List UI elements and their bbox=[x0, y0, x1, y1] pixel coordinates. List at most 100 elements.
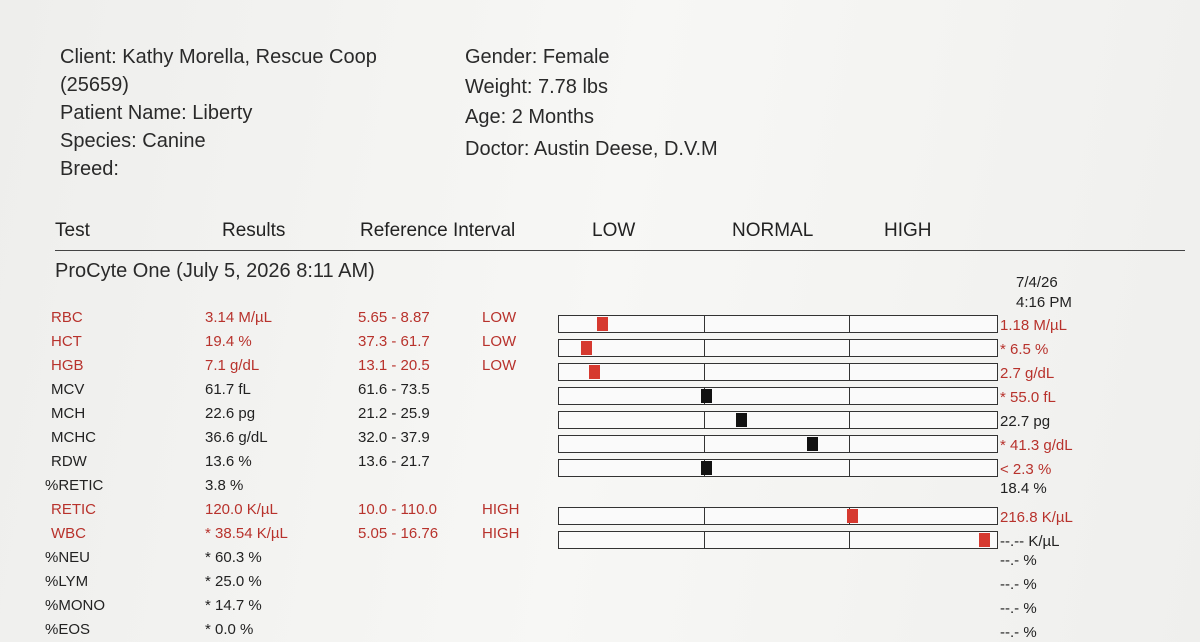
gauge-divider bbox=[704, 315, 705, 333]
flag: LOW bbox=[482, 333, 517, 350]
result: 36.6 g/dL bbox=[205, 429, 268, 446]
patient-info: Patient Name: Liberty bbox=[60, 102, 253, 124]
result-marker bbox=[581, 341, 592, 355]
previous-result: 1.18 M/µL bbox=[1000, 317, 1068, 334]
result: * 0.0 % bbox=[205, 621, 254, 638]
column-header: HIGH bbox=[884, 220, 932, 241]
range-gauge bbox=[558, 387, 998, 405]
test-name: RETIC bbox=[51, 501, 96, 518]
test-name: %NEU bbox=[45, 549, 91, 566]
previous-result: * 41.3 g/dL bbox=[1000, 437, 1073, 454]
reference-interval: 61.6 - 73.5 bbox=[358, 381, 430, 398]
result: 3.8 % bbox=[205, 477, 244, 494]
previous-result: < 2.3 % bbox=[1000, 461, 1052, 478]
result-marker bbox=[807, 437, 818, 451]
test-name: HCT bbox=[51, 333, 82, 350]
result: 7.1 g/dL bbox=[205, 357, 260, 374]
patient-info: (25659) bbox=[60, 74, 129, 96]
gauge-divider bbox=[849, 435, 850, 453]
test-name: HGB bbox=[51, 357, 84, 374]
test-name: %MONO bbox=[45, 597, 105, 614]
gauge-divider bbox=[849, 387, 850, 405]
patient-info: Age: 2 Months bbox=[465, 106, 594, 128]
range-gauge bbox=[558, 363, 998, 381]
range-gauge bbox=[558, 339, 998, 357]
patient-info: Breed: bbox=[60, 158, 119, 180]
result: 19.4 % bbox=[205, 333, 252, 350]
gauge-divider bbox=[849, 531, 850, 549]
previous-result: * 55.0 fL bbox=[1000, 389, 1056, 406]
test-name: %LYM bbox=[45, 573, 89, 590]
previous-result: --.- % bbox=[1000, 576, 1037, 593]
patient-info: Client: Kathy Morella, Rescue Coop bbox=[60, 46, 377, 68]
patient-info: Species: Canine bbox=[60, 130, 206, 152]
range-gauge bbox=[558, 411, 998, 429]
range-gauge bbox=[558, 435, 998, 453]
reference-interval: 37.3 - 61.7 bbox=[358, 333, 430, 350]
test-name: WBC bbox=[51, 525, 86, 542]
result-marker bbox=[979, 533, 990, 547]
result: * 38.54 K/µL bbox=[205, 525, 288, 542]
result: 22.6 pg bbox=[205, 405, 256, 422]
gauge-divider bbox=[704, 507, 705, 525]
range-gauge bbox=[558, 507, 998, 525]
flag: LOW bbox=[482, 357, 517, 374]
result: 61.7 fL bbox=[205, 381, 251, 398]
result-marker bbox=[701, 461, 712, 475]
gauge-divider bbox=[849, 363, 850, 381]
column-header: Test bbox=[55, 220, 90, 241]
flag: HIGH bbox=[482, 525, 520, 542]
result-marker bbox=[589, 365, 600, 379]
previous-date: 7/4/26 bbox=[1016, 274, 1058, 291]
reference-interval: 13.1 - 20.5 bbox=[358, 357, 430, 374]
result: 120.0 K/µL bbox=[205, 501, 278, 518]
test-name: MCV bbox=[51, 381, 85, 398]
gauge-divider bbox=[704, 411, 705, 429]
previous-result: 2.7 g/dL bbox=[1000, 365, 1055, 382]
range-gauge bbox=[558, 315, 998, 333]
patient-info: Gender: Female bbox=[465, 46, 610, 68]
result-marker bbox=[701, 389, 712, 403]
column-header: LOW bbox=[592, 220, 636, 241]
result: * 14.7 % bbox=[205, 597, 262, 614]
previous-result: --.- % bbox=[1000, 624, 1037, 641]
gauge-divider bbox=[849, 339, 850, 357]
test-name: %RETIC bbox=[45, 477, 104, 494]
result-marker bbox=[597, 317, 608, 331]
flag: HIGH bbox=[482, 501, 520, 518]
result-marker bbox=[736, 413, 747, 427]
previous-result: 22.7 pg bbox=[1000, 413, 1051, 430]
section-title: ProCyte One (July 5, 2026 8:11 AM) bbox=[55, 260, 375, 282]
gauge-divider bbox=[704, 531, 705, 549]
gauge-divider bbox=[704, 435, 705, 453]
flag: LOW bbox=[482, 309, 517, 326]
reference-interval: 21.2 - 25.9 bbox=[358, 405, 430, 422]
test-name: MCH bbox=[51, 405, 86, 422]
range-gauge bbox=[558, 531, 998, 549]
test-name: RDW bbox=[51, 453, 87, 470]
patient-info: Weight: 7.78 lbs bbox=[465, 76, 609, 98]
reference-interval: 5.65 - 8.87 bbox=[358, 309, 430, 326]
previous-result: 216.8 K/µL bbox=[1000, 509, 1073, 526]
previous-result: --.- % bbox=[1000, 552, 1037, 569]
previous-result: --.-- K/µL bbox=[1000, 533, 1060, 550]
header-rule bbox=[55, 250, 1185, 251]
gauge-divider bbox=[849, 411, 850, 429]
previous-result: --.- % bbox=[1000, 600, 1037, 617]
result: 13.6 % bbox=[205, 453, 252, 470]
previous-result: 18.4 % bbox=[1000, 480, 1047, 497]
reference-interval: 13.6 - 21.7 bbox=[358, 453, 430, 470]
patient-info: Doctor: Austin Deese, D.V.M bbox=[465, 138, 718, 160]
column-header: Reference Interval bbox=[360, 220, 516, 241]
gauge-divider bbox=[704, 339, 705, 357]
test-name: RBC bbox=[51, 309, 83, 326]
previous-result: * 6.5 % bbox=[1000, 341, 1049, 358]
column-header: Results bbox=[222, 220, 286, 241]
result: * 25.0 % bbox=[205, 573, 262, 590]
gauge-divider bbox=[849, 459, 850, 477]
reference-interval: 5.05 - 16.76 bbox=[358, 525, 439, 542]
reference-interval: 32.0 - 37.9 bbox=[358, 429, 430, 446]
test-name: MCHC bbox=[51, 429, 96, 446]
range-gauge bbox=[558, 459, 998, 477]
